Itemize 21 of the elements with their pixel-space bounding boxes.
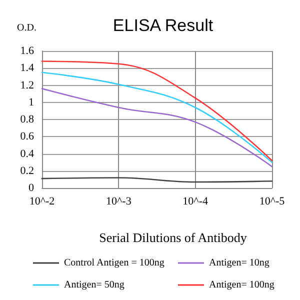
legend-label: Antigen= 50ng (64, 280, 124, 290)
legend-label: Antigen= 10ng (209, 258, 270, 268)
y-axis-title: O.D. (17, 22, 36, 34)
y-tick-label: 0.4 (20, 148, 34, 160)
line-series (41, 88, 273, 168)
y-tick-label: 0 (28, 182, 34, 194)
legend-label: Antigen= 100ng (209, 280, 274, 290)
y-tick-label: 1.6 (20, 45, 34, 57)
x-tick-label: 10^-4 (182, 196, 208, 208)
y-tick-label: 1 (28, 96, 34, 108)
y-tick-label: 1.2 (20, 79, 34, 92)
y-tick-label: 1.4 (20, 62, 34, 74)
y-tick-label: 0.8 (20, 114, 34, 126)
x-axis-title: Serial Dilutions of Antibody (99, 230, 248, 245)
x-tick-label: 10^-5 (259, 196, 286, 208)
legend-label: Control Antigen = 100ng (64, 258, 164, 268)
x-tick-label: 10^-2 (29, 196, 55, 208)
y-tick-label: 0.2 (20, 164, 34, 177)
x-tick-label: 10^-3 (106, 196, 132, 208)
chart-title: ELISA Result (112, 16, 214, 35)
y-tick-label: 0.6 (20, 130, 34, 143)
